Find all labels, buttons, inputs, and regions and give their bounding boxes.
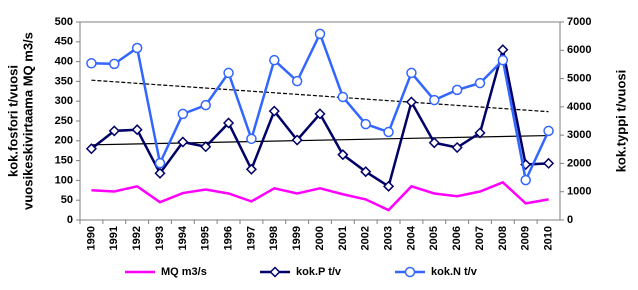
diamond-marker <box>383 180 395 192</box>
diamond-marker <box>474 127 486 139</box>
y2-tick-label: 3000 <box>567 129 591 141</box>
x-tick-label: 1998 <box>268 226 280 250</box>
y2-tick-label: 5000 <box>567 72 591 84</box>
diamond-marker <box>245 163 257 175</box>
diamond-marker <box>200 141 212 153</box>
diamond-marker <box>291 134 303 146</box>
diamond-marker <box>405 96 417 108</box>
x-tick-label: 1991 <box>108 226 120 250</box>
circle-marker <box>520 174 531 186</box>
x-tick-label: 1990 <box>85 226 97 250</box>
legend-label: MQ m3/s <box>161 266 207 278</box>
circle-marker <box>154 157 166 169</box>
x-tick-label: 2001 <box>337 226 349 250</box>
circle-marker <box>314 28 326 40</box>
x-tick-label: 2007 <box>474 226 486 250</box>
x-tick-label: 1993 <box>154 226 166 250</box>
y-tick-label: 300 <box>55 95 73 107</box>
diamond-marker <box>497 44 509 56</box>
circle-marker <box>200 99 211 111</box>
y-axis-label: kok.fosfori t/vuosi <box>5 65 20 177</box>
circle-marker <box>223 67 234 79</box>
diamond-marker <box>223 117 235 129</box>
diamond-marker <box>154 167 166 179</box>
circle-marker <box>337 91 349 103</box>
x-tick-label: 1992 <box>131 226 143 250</box>
y-tick-label: 350 <box>55 75 73 87</box>
circle-marker <box>109 58 120 70</box>
circle-marker <box>404 266 416 278</box>
y-tick-label: 450 <box>55 36 73 48</box>
diamond-marker <box>337 149 349 161</box>
trendline <box>91 79 549 113</box>
diamond-marker <box>360 166 372 178</box>
x-tick-label: 1995 <box>200 226 212 250</box>
circle-marker <box>360 118 371 130</box>
circle-marker <box>497 54 509 66</box>
y-tick-label: 200 <box>55 135 73 147</box>
x-tick-label: 1996 <box>222 226 234 250</box>
y-tick-label: 400 <box>55 56 73 68</box>
circle-marker <box>543 125 554 137</box>
diamond-marker <box>543 157 555 169</box>
y-tick-label: 100 <box>55 174 73 186</box>
x-tick-label: 1999 <box>291 226 303 250</box>
circle-marker <box>406 67 417 79</box>
y2-tick-label: 4000 <box>567 101 591 113</box>
diamond-marker <box>269 266 281 278</box>
circle-marker <box>474 77 486 89</box>
y2-tick-label: 2000 <box>567 157 591 169</box>
circle-marker <box>429 94 440 106</box>
x-tick-label: 2000 <box>314 226 326 250</box>
circle-marker <box>269 54 280 66</box>
diamond-marker <box>314 108 326 120</box>
x-tick-label: 2006 <box>451 226 463 250</box>
diamond-marker <box>268 105 280 117</box>
x-tick-label: 2010 <box>542 226 554 250</box>
circle-marker <box>291 75 303 87</box>
diamond-marker <box>131 124 143 136</box>
x-tick-label: 2005 <box>428 226 440 250</box>
y2-tick-label: 7000 <box>567 16 591 28</box>
series-line <box>91 180 549 212</box>
y-tick-label: 50 <box>61 194 73 206</box>
legend-label: kok.N t/v <box>431 266 478 278</box>
circle-marker <box>131 42 143 54</box>
y2-axis-label: kok.typpi t/vuosi <box>613 70 628 173</box>
x-tick-label: 2003 <box>382 226 394 250</box>
circle-marker <box>246 133 257 145</box>
x-tick-label: 1997 <box>245 226 257 250</box>
y-tick-label: 0 <box>67 214 73 226</box>
circle-marker <box>177 108 189 120</box>
x-tick-label: 2002 <box>360 226 372 250</box>
diamond-marker <box>428 137 440 149</box>
x-tick-label: 2004 <box>405 225 417 250</box>
diamond-marker <box>451 141 463 154</box>
x-tick-label: 1994 <box>177 225 189 250</box>
y-tick-label: 250 <box>55 115 73 127</box>
circle-marker <box>451 84 463 96</box>
x-tick-label: 2009 <box>520 226 532 250</box>
legend-label: kok.P t/v <box>296 266 342 278</box>
x-tick-label: 2008 <box>497 226 509 250</box>
y-axis-label: vuosikeskivirtaama MQ m3/s <box>20 32 35 210</box>
y2-tick-label: 0 <box>567 214 573 226</box>
y-tick-label: 150 <box>55 155 73 167</box>
diamond-marker <box>85 143 97 155</box>
circle-marker <box>86 58 97 69</box>
diamond-marker <box>177 136 189 148</box>
circle-marker <box>383 126 394 138</box>
y2-tick-label: 6000 <box>567 44 591 56</box>
y2-tick-label: 1000 <box>567 186 591 198</box>
diamond-marker <box>108 125 120 137</box>
y-tick-label: 500 <box>55 16 73 28</box>
